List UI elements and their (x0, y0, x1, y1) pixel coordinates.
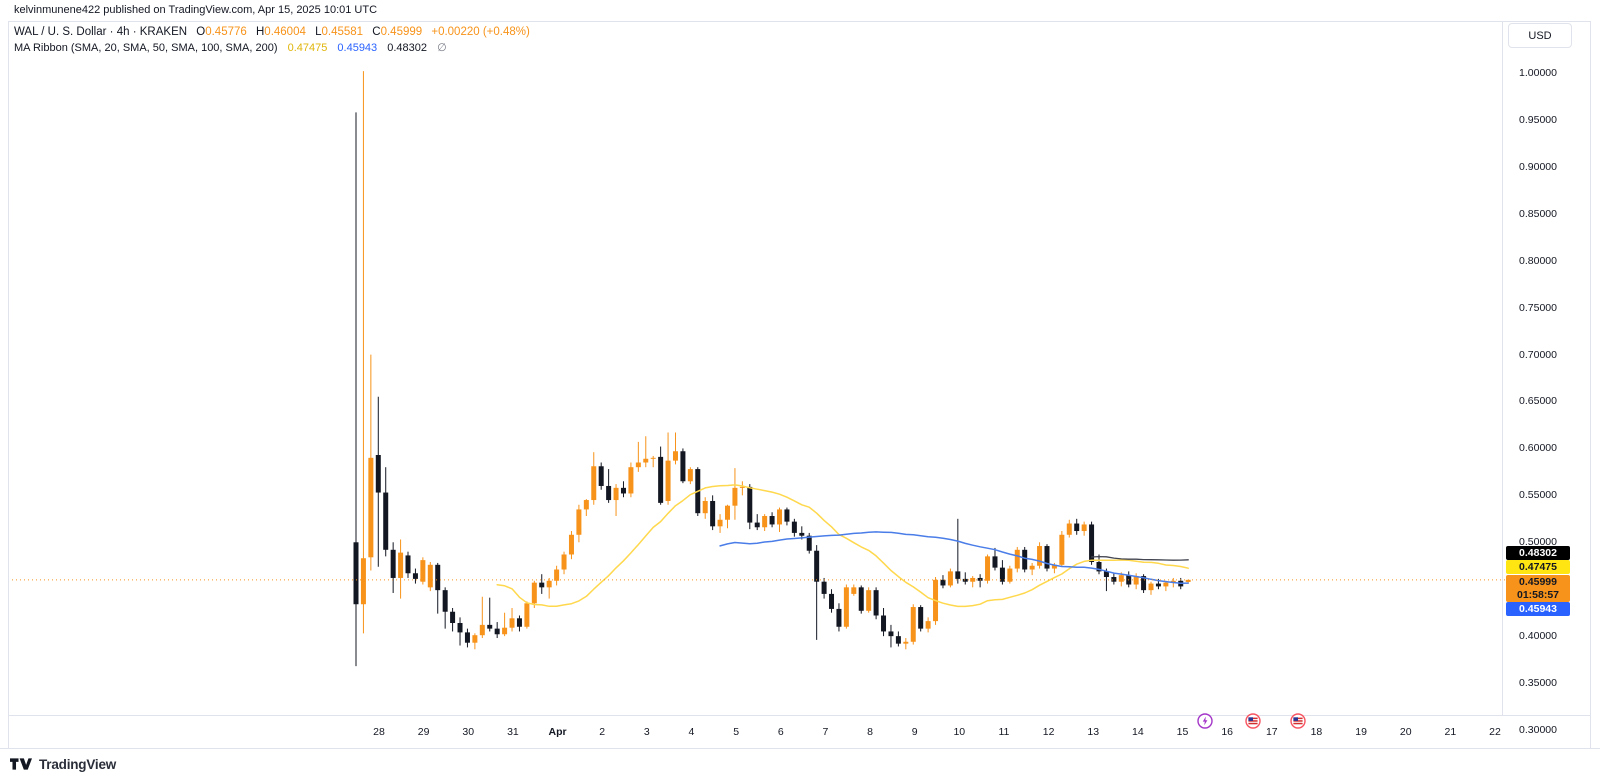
sma20-badge-value: 0.47475 (1519, 560, 1557, 573)
time-tick-label: 22 (1489, 726, 1501, 738)
separator-dot: · (132, 26, 137, 38)
sma100-price-badge: 0.48302 (1506, 546, 1570, 560)
price-tick-label: 0.35000 (1519, 677, 1557, 690)
sma100-value: 0.48302 (387, 42, 427, 54)
price-axis-separator (1502, 21, 1503, 715)
time-tick-label: 12 (1042, 726, 1055, 738)
time-tick-label: 4 (688, 726, 695, 738)
sma20-value: 0.47475 (287, 42, 328, 54)
symbol-legend[interactable]: WAL / U. S. Dollar · 4h · KRAKEN O0.4577… (14, 26, 530, 38)
open-value: 0.45776 (205, 26, 247, 38)
tradingview-brand-text: TradingView (39, 756, 117, 772)
time-tick-label: 10 (953, 726, 966, 738)
price-tick-label: 0.75000 (1519, 301, 1557, 314)
price-tick-label: 1.00000 (1519, 67, 1557, 79)
time-tick-label: 21 (1444, 726, 1457, 738)
sma100-badge-value: 0.48302 (1519, 546, 1557, 559)
tradingview-logo[interactable]: TradingView (10, 756, 116, 772)
time-tick-label: 15 (1176, 726, 1189, 738)
footer-separator (0, 748, 1600, 749)
us-flag-event-icon[interactable] (1290, 713, 1306, 729)
time-tick-label: 5 (733, 726, 740, 738)
sma50-price-badge: 0.45943 (1506, 602, 1570, 616)
time-tick-label: 13 (1087, 726, 1100, 738)
price-tick-label: 0.50000 (1519, 536, 1557, 549)
separator-dot: · (109, 26, 114, 38)
currency-button[interactable]: USD (1508, 23, 1572, 48)
price-tick-label: 0.95000 (1519, 113, 1557, 126)
time-tick-label: 31 (507, 726, 519, 738)
sma20-price-badge: 0.47475 (1506, 560, 1570, 574)
change-value: +0.00220 (+0.48%) (431, 26, 530, 38)
symbol-name: WAL / U. S. Dollar (14, 26, 107, 38)
ma-ribbon-label: MA Ribbon (SMA, 20, SMA, 50, SMA, 100, S… (14, 42, 278, 54)
time-tick-label: 11 (998, 726, 1010, 738)
time-tick-label: 29 (417, 726, 430, 738)
frame-top-border (8, 21, 1590, 22)
price-tick-label: 0.90000 (1519, 160, 1557, 173)
price-tick-label: 0.85000 (1519, 207, 1557, 220)
bar-countdown: 01:58:57 (1516, 588, 1560, 601)
last-price-badge: 0.45999 01:58:57 (1506, 575, 1570, 602)
time-tick-label: 14 (1132, 726, 1144, 738)
timeframe: 4h (116, 26, 130, 38)
time-tick-label: 18 (1310, 726, 1323, 738)
time-tick-label: 9 (911, 726, 918, 738)
time-tick-label: 16 (1221, 726, 1233, 738)
ma-ribbon-legend[interactable]: MA Ribbon (SMA, 20, SMA, 50, SMA, 100, S… (14, 41, 447, 54)
time-tick-label: 7 (822, 726, 829, 738)
frame-left-border (8, 21, 9, 748)
time-tick-label: 8 (867, 726, 873, 738)
sma50-badge-value: 0.45943 (1519, 602, 1557, 615)
close-value: 0.45999 (380, 26, 423, 38)
price-tick-label: 0.70000 (1519, 348, 1557, 361)
time-tick-label: 6 (777, 726, 784, 738)
price-tick-label: 0.80000 (1519, 254, 1557, 267)
time-tick-label: 2 (599, 726, 606, 738)
time-tick-label: 17 (1265, 726, 1278, 738)
time-tick-label: Apr (548, 726, 567, 738)
low-value: 0.45581 (321, 26, 364, 38)
time-tick-label: 20 (1399, 726, 1412, 738)
publisher-line: kelvinmunene422 published on TradingView… (14, 4, 378, 16)
low-label: L (315, 26, 322, 38)
price-tick-label: 0.65000 (1519, 395, 1557, 408)
currency-label: USD (1528, 29, 1552, 42)
sma50-value: 0.45943 (337, 42, 378, 54)
close-label: C (372, 26, 381, 38)
exchange-name: KRAKEN (139, 26, 188, 38)
sma200-empty-icon: ∅ (437, 42, 447, 54)
time-tick-label: 30 (462, 726, 475, 738)
time-tick-label: 19 (1355, 726, 1367, 738)
last-badge-value: 0.45999 (1519, 575, 1557, 588)
time-tick-label: 28 (373, 726, 385, 738)
price-tick-label: 0.40000 (1519, 630, 1557, 643)
us-flag-event-icon[interactable] (1245, 713, 1261, 729)
open-label: O (196, 26, 206, 38)
time-tick-label: 3 (643, 726, 650, 738)
high-label: H (255, 26, 265, 38)
price-tick-label: 0.55000 (1519, 489, 1557, 502)
frame-right-border (1590, 21, 1591, 748)
tradingview-logo-icon (10, 756, 32, 772)
lightning-event-icon[interactable] (1197, 713, 1213, 729)
price-tick-label: 0.60000 (1519, 442, 1557, 455)
price-tick-label: 0.30000 (1519, 723, 1557, 736)
high-value: 0.46004 (264, 26, 306, 38)
time-axis-separator (8, 715, 1590, 716)
